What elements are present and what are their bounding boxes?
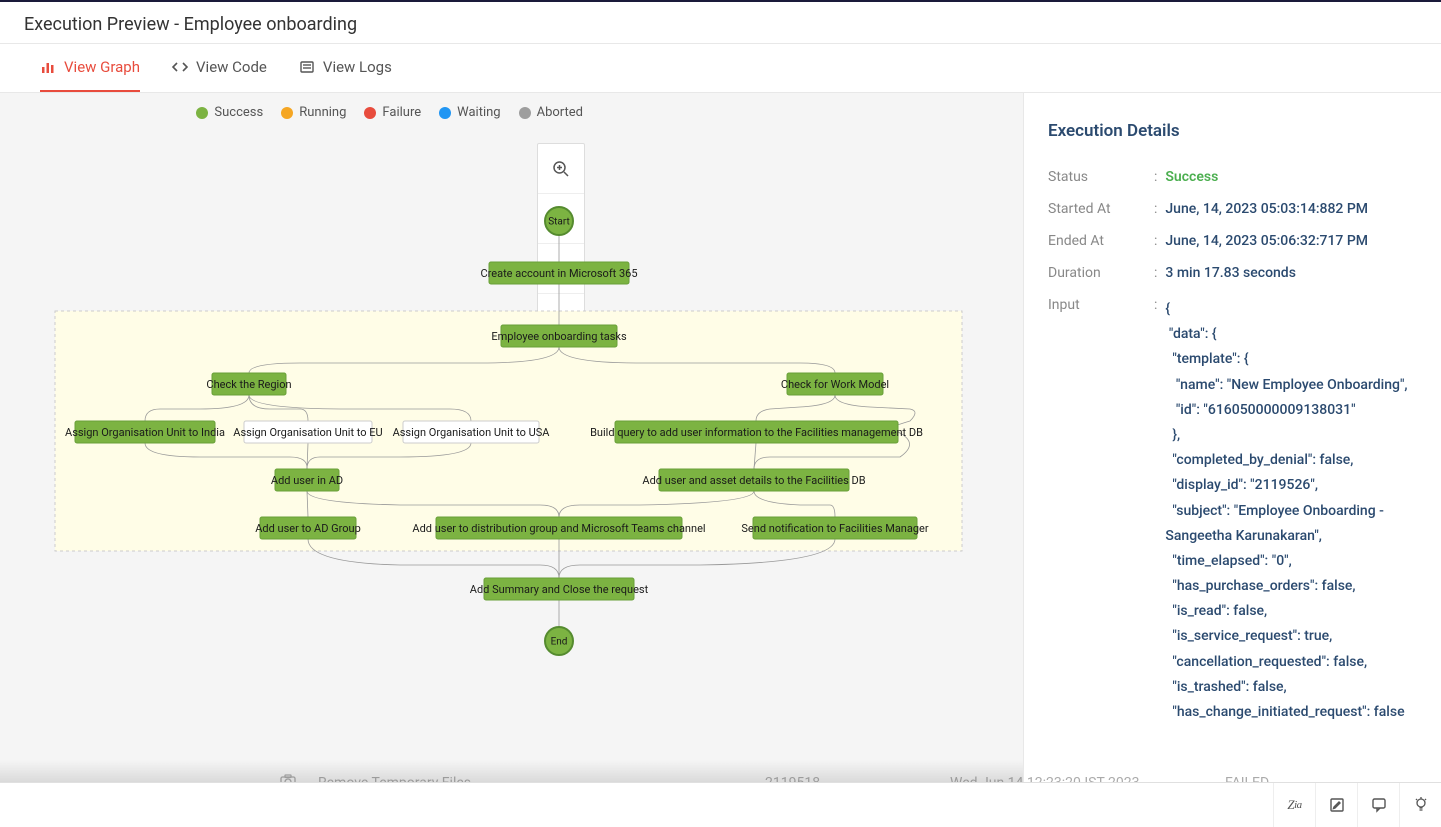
bulb-icon[interactable] — [1399, 783, 1441, 827]
tab-label: View Code — [196, 58, 267, 76]
ended-value: June, 14, 2023 05:06:32:717 PM — [1165, 233, 1368, 249]
flow-node[interactable] — [659, 469, 849, 491]
flow-node[interactable] — [403, 421, 539, 443]
ended-label: Ended At — [1048, 233, 1154, 249]
status-value: Success — [1165, 169, 1218, 185]
tab-label: View Logs — [323, 58, 392, 76]
flow-node[interactable] — [501, 325, 617, 347]
tab-label: View Graph — [64, 58, 140, 76]
details-title: Execution Details — [1048, 121, 1417, 141]
flow-node[interactable] — [244, 421, 372, 443]
duration-label: Duration — [1048, 265, 1154, 281]
tab-view-graph[interactable]: View Graph — [40, 44, 140, 92]
tab-view-code[interactable]: View Code — [172, 44, 267, 92]
flow-node[interactable] — [75, 421, 215, 443]
edit-icon[interactable] — [1315, 783, 1357, 827]
flow-terminal[interactable] — [545, 207, 573, 235]
chat-icon[interactable] — [1357, 783, 1399, 827]
flow-canvas[interactable]: Success Running Failure Waiting Aborted … — [0, 93, 1023, 784]
flow-diagram: Create account in Microsoft 365Employee … — [0, 93, 1023, 783]
input-label: Input — [1048, 297, 1154, 313]
started-label: Started At — [1048, 201, 1154, 217]
flow-terminal[interactable] — [545, 627, 573, 655]
flow-node[interactable] — [484, 578, 634, 600]
logs-icon — [299, 59, 315, 75]
flow-node[interactable] — [436, 517, 682, 539]
status-label: Status — [1048, 169, 1154, 185]
flow-node[interactable] — [787, 373, 883, 395]
tab-view-logs[interactable]: View Logs — [299, 44, 392, 92]
code-icon — [172, 59, 188, 75]
flow-node[interactable] — [489, 262, 629, 284]
header: Execution Preview - Employee onboarding — [0, 2, 1441, 44]
details-panel: Execution Details Status : Success Start… — [1023, 93, 1441, 784]
bar-chart-icon — [40, 59, 56, 75]
page-title: Execution Preview - Employee onboarding — [24, 14, 1417, 35]
started-value: June, 14, 2023 05:03:14:882 PM — [1165, 201, 1368, 217]
flow-node[interactable] — [615, 421, 898, 443]
flow-node[interactable] — [275, 469, 339, 491]
bottom-bar: Zia — [0, 782, 1441, 826]
zia-icon[interactable]: Zia — [1273, 783, 1315, 827]
flow-node[interactable] — [212, 373, 286, 395]
flow-node[interactable] — [753, 517, 917, 539]
duration-value: 3 min 17.83 seconds — [1165, 265, 1296, 281]
input-json: { "data": { "template": { "name": "New E… — [1165, 297, 1407, 725]
tabs: View Graph View Code View Logs — [0, 44, 1441, 93]
flow-node[interactable] — [260, 517, 356, 539]
